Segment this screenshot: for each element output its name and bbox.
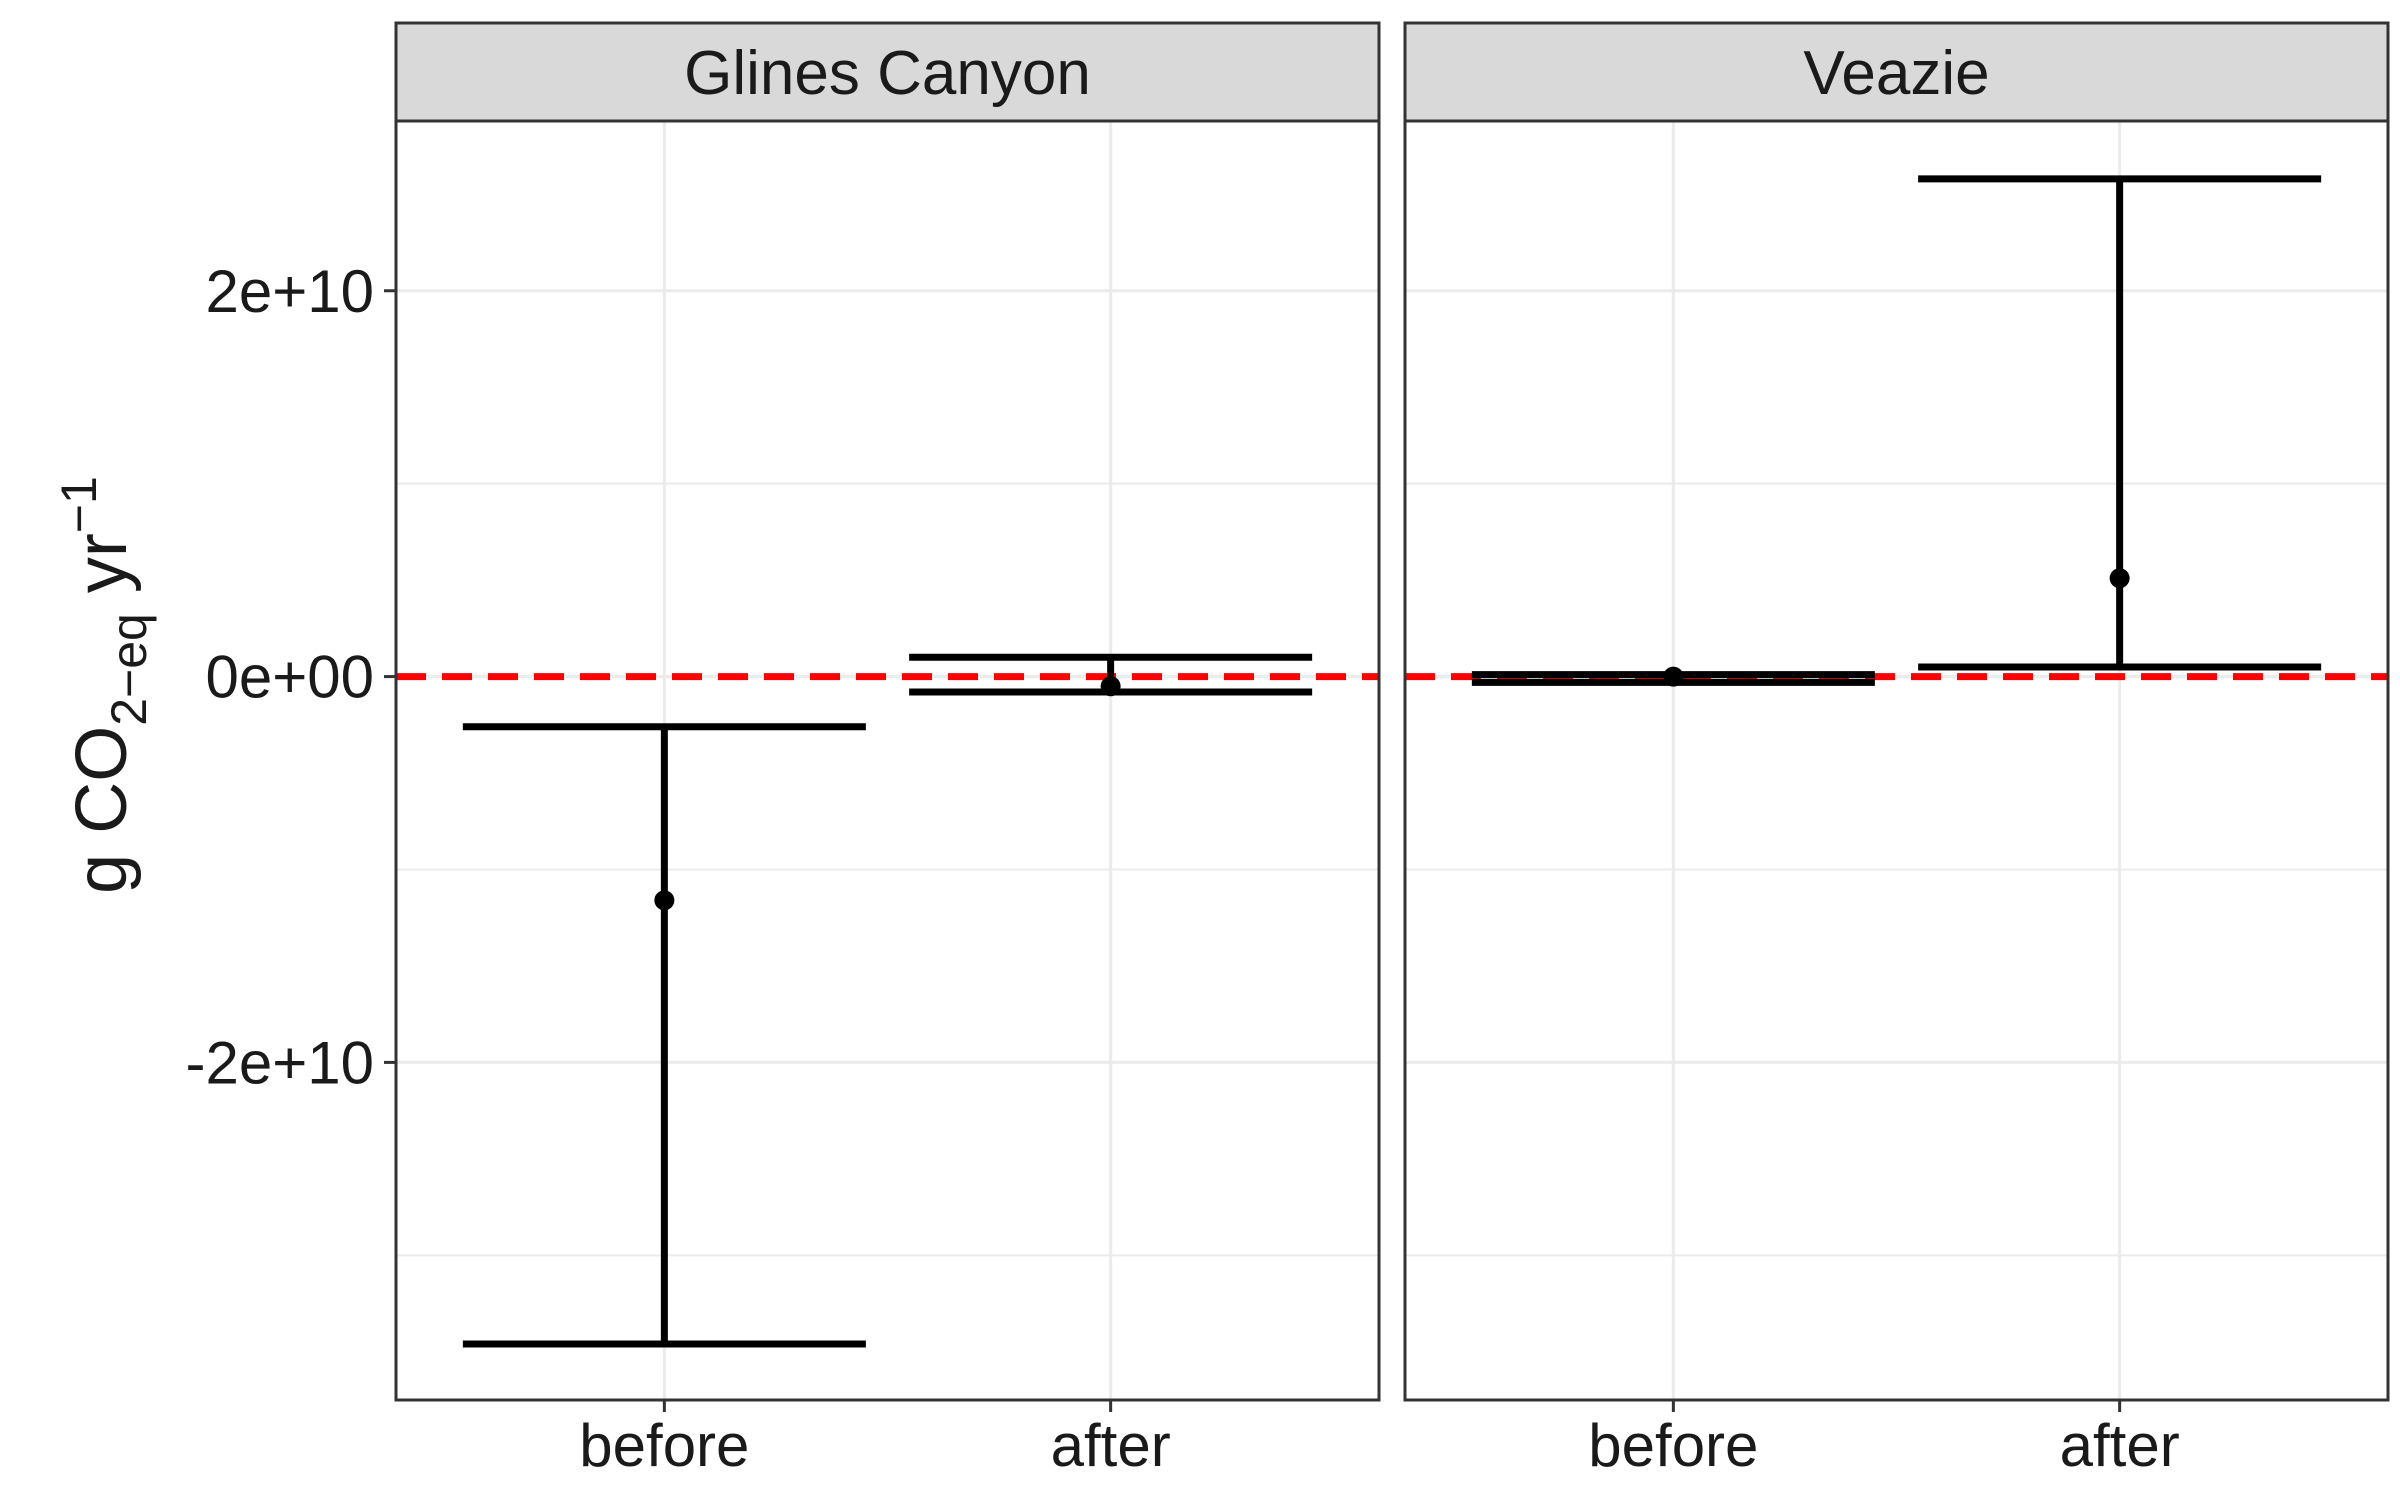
y-axis-title-unit: yr: [62, 533, 142, 613]
facet-panel: Glines Canyon before after: [394, 21, 1381, 1479]
y-tick-label: 0e+00: [205, 644, 374, 711]
facet-strip: [1403, 21, 2390, 123]
data-point: [1663, 666, 1684, 687]
panel-background: [396, 121, 1379, 1400]
panel-background: [1405, 121, 2388, 1400]
facet-panel: Veazie before after: [1403, 21, 2390, 1479]
y-axis-title-subscript: 2−eq: [101, 613, 157, 726]
data-point: [654, 890, 675, 911]
x-tick-label: after: [2060, 1412, 2180, 1479]
y-axis-title: g CO2−eq yr−1: [51, 476, 157, 894]
error-bar-before: [1471, 666, 1875, 687]
x-tick-label: before: [1588, 1412, 1758, 1479]
x-tick-label: after: [1051, 1412, 1171, 1479]
panels-layer: Glines Canyon before after Veazie before afte…: [394, 21, 2390, 1479]
y-tick-label: -2e+10: [186, 1029, 375, 1096]
facet-strip-title: Veazie: [1803, 39, 1989, 108]
y-axis-title-prefix: g CO: [62, 726, 142, 894]
y-axis-ticks: 2e+10 0e+00 -2e+10: [186, 258, 396, 1096]
x-tick-label: before: [579, 1412, 749, 1479]
y-tick-label: 2e+10: [205, 258, 374, 325]
facet-strip: [394, 21, 1381, 123]
facet-strip-title: Glines Canyon: [684, 39, 1091, 108]
data-point: [2109, 568, 2130, 589]
error-bar-after: [1918, 175, 2322, 671]
error-bar-after: [909, 653, 1313, 697]
y-axis-title-superscript: −1: [51, 476, 107, 533]
data-point: [1100, 676, 1121, 697]
error-bar-before: [462, 723, 866, 1348]
